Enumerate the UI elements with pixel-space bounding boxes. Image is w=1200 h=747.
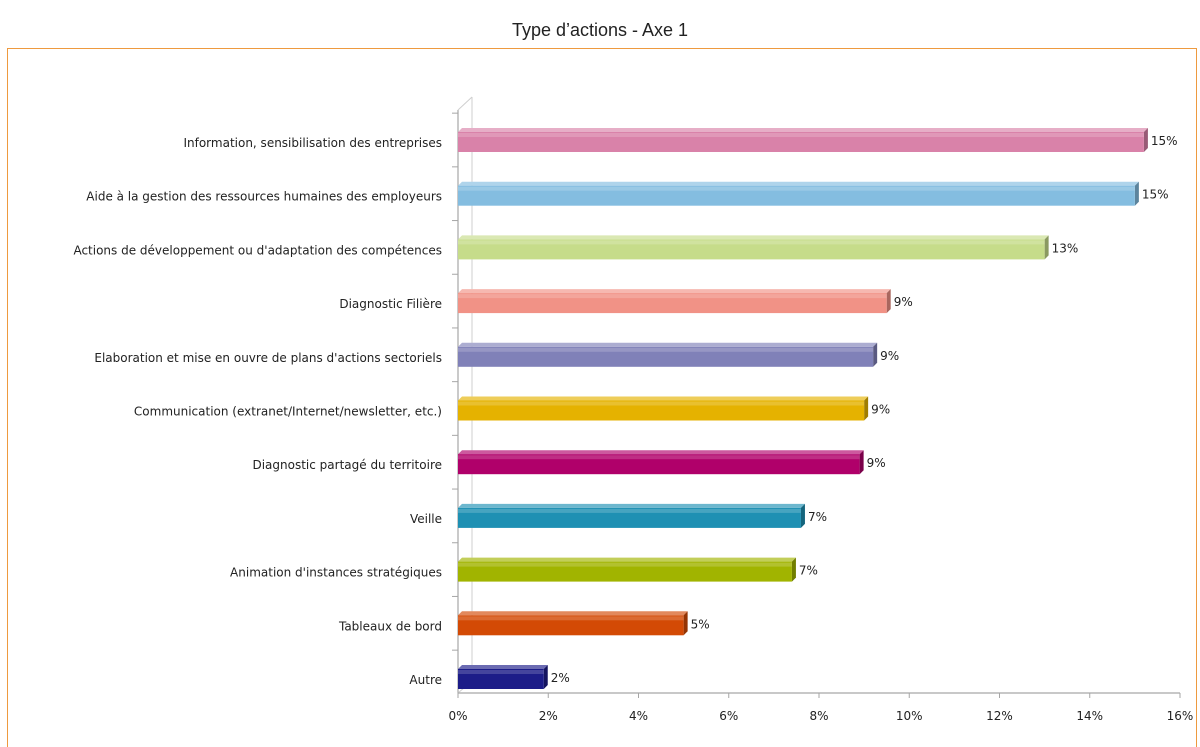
bar [458, 293, 887, 314]
category-label: Elaboration et mise en ouvre de plans d'… [94, 351, 442, 365]
category-label: Communication (extranet/Internet/newslet… [134, 405, 442, 419]
bar-highlight [458, 562, 792, 567]
bar-top-face [458, 181, 1139, 186]
bar-side-face [1044, 235, 1049, 260]
chart-title: Type d’actions - Axe 1 [511, 20, 689, 40]
bar [458, 239, 1045, 260]
x-tick-label: 14% [1076, 709, 1103, 723]
bar-side-face [886, 289, 891, 314]
bar-top-face [458, 289, 891, 294]
category-label: Information, sensibilisation des entrepr… [183, 136, 442, 150]
bar-side-face [864, 396, 869, 421]
y-axis-top-edge [457, 96, 473, 111]
bar-side-face [683, 611, 688, 636]
category-label: Diagnostic Filière [339, 297, 442, 311]
x-tick-label: 2% [539, 709, 558, 723]
bar-highlight [458, 240, 1045, 245]
bar-top-face [458, 342, 878, 347]
bar-side-face [791, 557, 796, 582]
x-tick-label: 6% [719, 709, 738, 723]
data-label: 2% [551, 671, 570, 685]
bar-highlight [458, 294, 887, 299]
bar-highlight [458, 508, 801, 513]
bar-side-face [859, 450, 864, 475]
bar-highlight [458, 133, 1144, 137]
bar-top-face [458, 235, 1049, 240]
bar-highlight [458, 670, 544, 674]
data-label: 7% [808, 510, 827, 524]
bar-side-face [1143, 128, 1148, 152]
category-label: Diagnostic partagé du territoire [252, 458, 442, 472]
data-label: 13% [1052, 241, 1079, 255]
bar [458, 185, 1135, 206]
bar-top-face [458, 503, 805, 508]
data-label: 9% [867, 456, 886, 470]
bar-top-face [458, 128, 1148, 132]
category-label: Tableaux de bord [338, 619, 442, 633]
bar [458, 132, 1144, 152]
bar [458, 346, 874, 367]
bar-side-face [1134, 181, 1139, 206]
category-label: Aide à la gestion des ressources humaine… [86, 190, 442, 204]
bar-top-face [458, 557, 796, 562]
x-tick-label: 4% [629, 709, 648, 723]
category-label: Animation d'instances stratégiques [230, 566, 442, 580]
bar-top-face [458, 450, 864, 455]
x-tick-label: 0% [448, 709, 467, 723]
data-label: 15% [1142, 188, 1169, 202]
data-label: 5% [691, 617, 710, 631]
data-label: 9% [871, 403, 890, 417]
bar [458, 454, 860, 475]
bar [458, 507, 801, 528]
category-label: Actions de développement ou d'adaptation… [73, 243, 442, 257]
bar [458, 561, 792, 582]
bar-top-face [458, 665, 548, 669]
bar-side-face [873, 342, 878, 367]
bar-highlight [458, 347, 874, 352]
bar-highlight [458, 186, 1135, 191]
data-label: 15% [1151, 134, 1178, 148]
bar-top-face [458, 611, 688, 616]
data-label: 9% [880, 349, 899, 363]
x-tick-label: 12% [986, 709, 1013, 723]
bar [458, 615, 684, 636]
bar-highlight [458, 455, 860, 460]
bar-highlight [458, 401, 865, 406]
category-label: Veille [410, 512, 442, 526]
bar [458, 669, 544, 689]
x-tick-label: 10% [896, 709, 923, 723]
bar [458, 400, 865, 421]
bar-side-face [543, 665, 548, 689]
bar-side-face [800, 503, 805, 528]
data-label: 9% [894, 295, 913, 309]
chart-frame [7, 48, 1197, 747]
x-tick-label: 8% [809, 709, 828, 723]
bar-highlight [458, 616, 684, 621]
x-tick-label: 16% [1167, 709, 1194, 723]
bar-top-face [458, 396, 869, 401]
category-label: Autre [409, 673, 442, 687]
data-label: 7% [799, 564, 818, 578]
